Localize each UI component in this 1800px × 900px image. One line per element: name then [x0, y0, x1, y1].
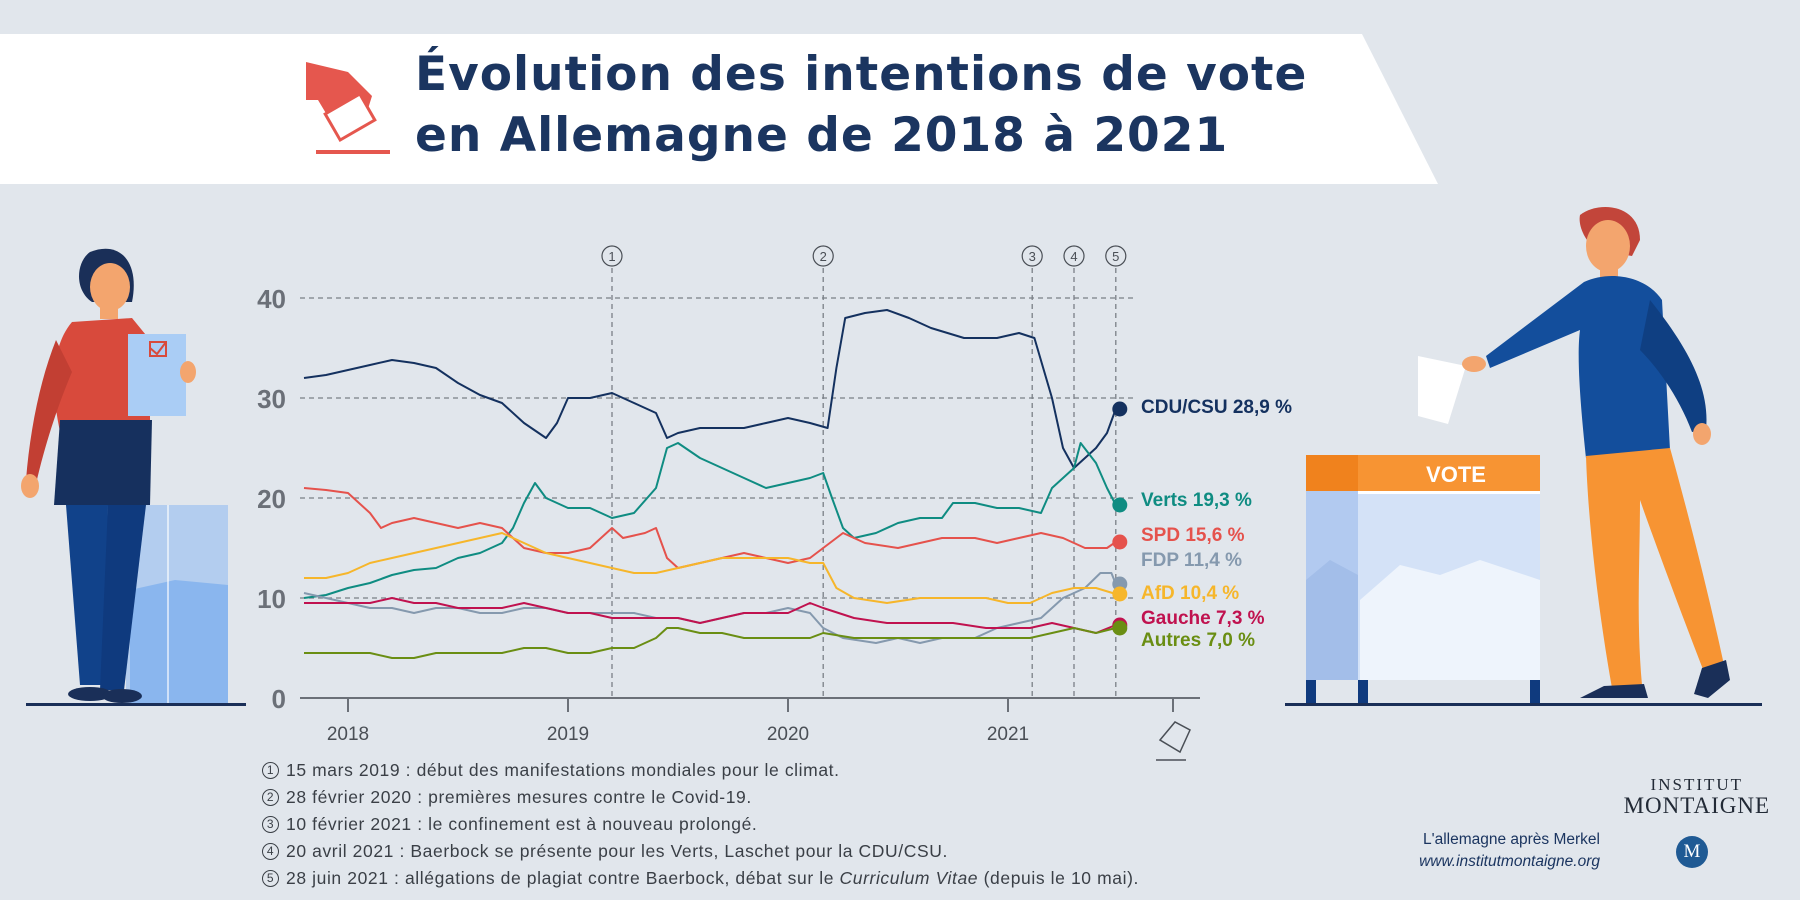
- footnote-text-italic: Curriculum Vitae: [839, 868, 979, 888]
- footnote-text: 28 février 2020 : premières mesures cont…: [286, 787, 752, 807]
- event-marker-circle: [1021, 245, 1043, 267]
- footnote-text: 10 février 2021 : le confinement est à n…: [286, 814, 758, 834]
- ballot-hand-small-icon: [1156, 721, 1191, 761]
- series-label: AfD 10,4 %: [1141, 583, 1239, 604]
- x-tick-label: 2020: [767, 724, 809, 745]
- series-line-cducsu: [303, 309, 1117, 469]
- title-line-1: Évolution des intentions de vote: [415, 47, 1308, 102]
- footnote-item: 3 10 février 2021 : le confinement est à …: [262, 811, 1139, 838]
- line-chart: 1 2 3 4 5 0 10 20 30 40 2018 2019 2020 2021 CDU/CSU …: [257, 245, 1292, 761]
- series-end-dot: [1112, 620, 1128, 636]
- ballot-box-label: VOTE: [1426, 462, 1486, 487]
- footnote-text: 28 juin 2021 : allégations de plagiat co…: [286, 865, 1139, 892]
- y-tick-label: 30: [257, 384, 286, 414]
- tagline-url[interactable]: www.institutmontaigne.org: [1419, 853, 1600, 870]
- series-line-afd: [304, 532, 1117, 604]
- series-label: Autres 7,0 %: [1141, 630, 1255, 651]
- chart-axes: 0 10 20 30 40 2018 2019 2020 2021: [257, 284, 1200, 761]
- event-marker-circle: [601, 245, 623, 267]
- series-end-dot: [1112, 401, 1128, 417]
- footnote-text: 20 avril 2021 : Baerbock se présente pou…: [286, 841, 948, 861]
- series-line-gauche: [304, 597, 1117, 634]
- event-markers: 1 2 3 4 5: [601, 245, 1127, 698]
- series-label: SPD 15,6 %: [1141, 525, 1245, 546]
- footnote-number: 3: [262, 816, 279, 833]
- event-footnotes: 1 15 mars 2019 : début des manifestations…: [262, 757, 1139, 892]
- institut-montaigne-logo: INSTITUT MONTAIGNE: [1624, 775, 1770, 817]
- footnote-number: 5: [262, 870, 279, 887]
- series-label: CDU/CSU 28,9 %: [1141, 397, 1292, 418]
- event-marker-number: 1: [608, 249, 615, 264]
- event-marker-number: 2: [820, 249, 827, 264]
- series-end-dot: [1112, 534, 1128, 550]
- footnote-text-part: 28 juin 2021 : allégations de plagiat co…: [286, 868, 840, 888]
- x-tick-label: 2019: [547, 724, 589, 745]
- woman-voter-illustration: [21, 248, 246, 706]
- series-end-dot: [1112, 497, 1128, 513]
- title-banner: [0, 34, 1438, 184]
- footnote-number: 1: [262, 762, 279, 779]
- chart-gridlines: [300, 297, 1135, 599]
- page-title: Évolution des intentions de vote en Alle…: [415, 44, 1307, 166]
- series-label: Gauche 7,3 %: [1141, 608, 1265, 629]
- title-line-2: en Allemagne de 2018 à 2021: [415, 108, 1229, 163]
- footnote-item: 2 28 février 2020 : premières mesures con…: [262, 784, 1139, 811]
- montaigne-emblem-icon: M: [1676, 836, 1708, 868]
- event-marker-circle: [1063, 245, 1085, 267]
- event-marker-circle: [1105, 245, 1127, 267]
- y-tick-label: 20: [257, 484, 286, 514]
- ballot-hand-icon: [306, 62, 390, 154]
- series-end-dot: [1112, 586, 1128, 602]
- footnote-number: 4: [262, 843, 279, 860]
- series-line-spd: [303, 487, 1117, 569]
- series-label: Verts 19,3 %: [1141, 490, 1252, 511]
- tagline: L'allemagne après Merkel www.institutmon…: [1419, 829, 1600, 873]
- series-line-verts: [303, 442, 1117, 599]
- chart-series: [303, 309, 1128, 659]
- series-label: FDP 11,4 %: [1141, 550, 1242, 571]
- footnote-text-part: (depuis le 10 mai).: [978, 868, 1139, 888]
- ballot-hand-small-icon-shape: [1158, 721, 1191, 754]
- man-voter-illustration: [1285, 207, 1762, 706]
- footnote-number: 2: [262, 789, 279, 806]
- footnote-text: 15 mars 2019 : début des manifestations …: [286, 760, 840, 780]
- x-tick-label: 2018: [327, 724, 369, 745]
- event-marker-number: 3: [1029, 249, 1036, 264]
- series-labels: CDU/CSU 28,9 % Verts 19,3 % SPD 15,6 % FDP …: [1141, 397, 1292, 651]
- y-tick-label: 10: [257, 584, 286, 614]
- footnote-item: 4 20 avril 2021 : Baerbock se présente po…: [262, 838, 1139, 865]
- y-tick-label: 0: [272, 684, 286, 714]
- series-line-autres: [304, 627, 1117, 659]
- tagline-title: L'allemagne après Merkel: [1423, 831, 1600, 848]
- event-marker-number: 4: [1070, 249, 1077, 264]
- footnote-item: 1 15 mars 2019 : début des manifestations…: [262, 757, 1139, 784]
- footnote-item: 5 28 juin 2021 : allégations de plagiat c…: [262, 865, 1139, 892]
- event-marker-circle: [812, 245, 834, 267]
- x-tick-label: 2021: [987, 724, 1029, 745]
- brand-main: MONTAIGNE: [1623, 793, 1770, 818]
- event-marker-number: 5: [1112, 249, 1119, 264]
- brand-top: INSTITUT: [1650, 775, 1744, 794]
- y-tick-label: 40: [257, 284, 286, 314]
